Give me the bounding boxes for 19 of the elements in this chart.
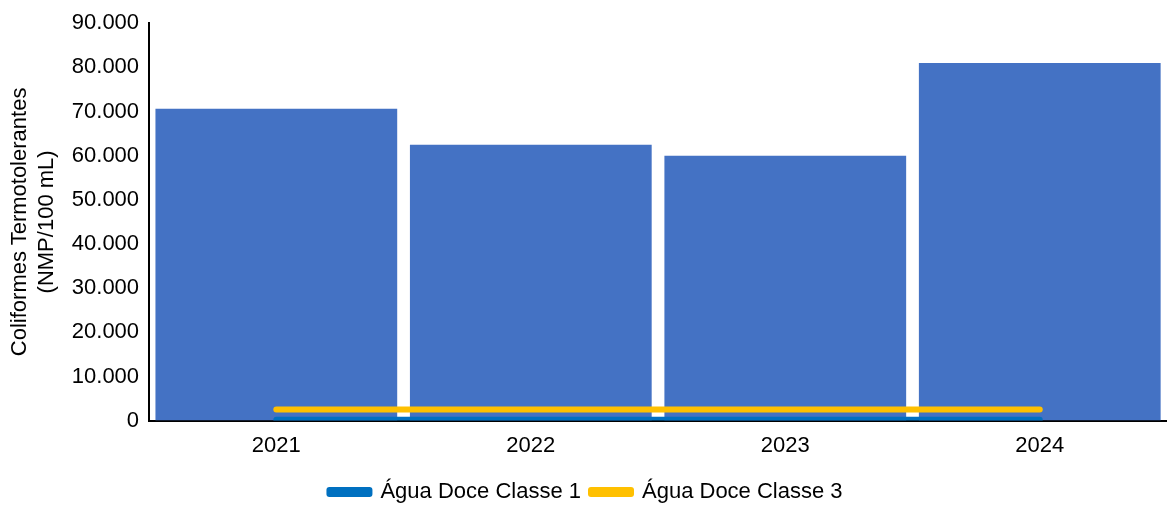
y-tick-label: 30.000 [71,274,140,300]
y-tick-label: 80.000 [71,53,140,79]
legend-label: Água Doce Classe 3 [642,478,843,504]
bar [155,108,398,421]
bar [918,62,1161,421]
x-tick-label: 2024 [1015,431,1065,457]
y-tick-label: 0 [126,406,140,432]
y-tick-label: 90.000 [71,9,140,35]
x-tick-label: 2023 [760,431,810,457]
y-tick-label: 20.000 [71,318,140,344]
y-tick-label: 50.000 [71,185,140,211]
y-tick-label: 40.000 [71,230,140,256]
y-tick-label: 60.000 [71,141,140,167]
y-tick-label: 70.000 [71,97,140,123]
y-tick-label: 10.000 [71,362,140,388]
x-tick-label: 2021 [251,431,301,457]
legend-label: Água Doce Classe 1 [380,478,582,504]
y-axis-title: Coliformes Termotolerantes (NMP/100 mL) [6,87,58,357]
x-tick-label: 2022 [506,431,556,457]
